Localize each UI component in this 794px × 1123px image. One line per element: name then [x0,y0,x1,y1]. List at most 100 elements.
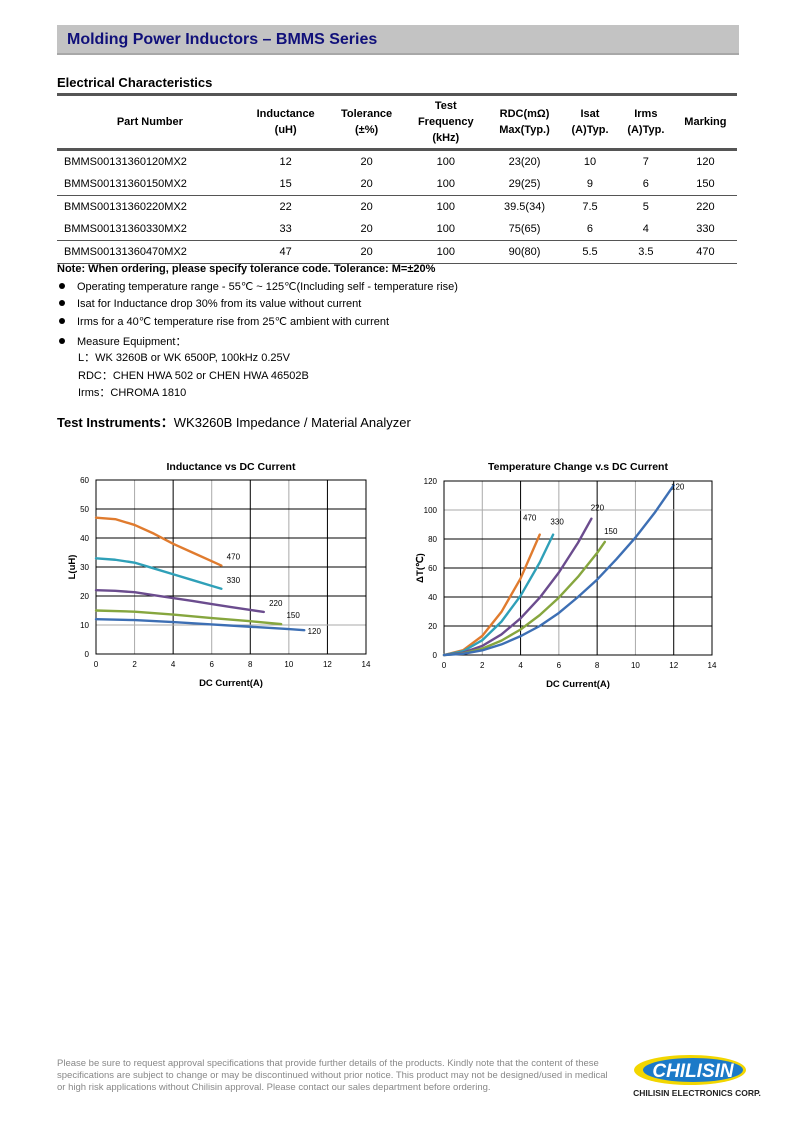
series-line-120 [94,617,306,632]
column-header: Inductance (uH) [242,93,329,151]
table-cell: 100 [404,218,487,241]
y-tick-label: 0 [85,650,90,659]
column-header: Isat (A)Typ. [562,93,618,151]
x-tick-label: 4 [171,660,176,669]
y-tick-label: 60 [428,564,437,573]
table-row: BMMS00131360220MX2 22 20 100 39.5(34) 7.5 5 220 [57,196,737,219]
column-header-line: Part Number [116,116,183,128]
table-cell: 9 [562,173,618,196]
electrical-characteristics-table: Part Number Inductance (uH) Tolerance (±%) Te… [57,93,737,264]
y-tick-label: 10 [80,621,89,630]
column-header: Irms (A)Typ. [617,93,674,151]
table-cell: BMMS00131360120MX2 [64,156,187,168]
table-cell: 3.5 [617,240,674,264]
table-header-row: Part Number Inductance (uH) Tolerance (±%) Te… [57,93,737,151]
equipment-item: L：WK 3260B or WK 6500P, 100kHz 0.25V [78,352,290,364]
y-tick-label: 30 [80,563,89,572]
bullet-icon [59,337,65,344]
column-header: Marking [673,93,737,151]
bullet-icon [59,299,65,306]
table-cell: BMMS00131360150MX2 [57,173,243,196]
column-header-line: Marking [684,116,727,128]
column-header-line: Max(Typ.) [499,124,550,136]
table-cell: 330 [673,218,737,241]
x-tick-label: 0 [442,661,447,670]
table-cell: 5.5 [562,240,618,264]
page-title: Molding Power Inductors – BMMS Series [67,31,378,48]
y-tick-label: 20 [428,622,437,631]
bullet-text: Operating temperature range - 55℃ ~ 125℃… [77,281,458,293]
table-cell: 5 [642,201,649,213]
series-line-220 [94,588,265,614]
x-tick-label: 8 [248,660,253,669]
table-cell: 120 [696,156,715,168]
x-tick-label: 14 [708,661,717,670]
series-label: 220 [591,504,605,513]
y-tick-label: 40 [80,534,89,543]
series-line-470 [94,516,223,567]
table-cell: 4 [617,218,674,241]
column-header-line: (±%) [355,124,379,136]
bullet-item: Irms for a 40℃ temperature rise from 25℃… [57,315,389,328]
table-cell: 20 [328,240,405,264]
series-label: 330 [227,576,241,585]
column-header-line: (kHz) [432,132,460,144]
footer-disclaimer: Please be sure to request approval speci… [57,1058,608,1093]
y-tick-label: 0 [433,651,438,660]
table-cell: 20 [360,201,373,213]
column-header-line: Tolerance [341,108,393,120]
bullet-text: Isat for Inductance drop 30% from its va… [77,297,362,310]
table-row: BMMS00131360150MX2 15 20 100 29(25) 9 6 150 [57,173,737,196]
column-header-line: Frequency [417,116,474,128]
ordering-note: Note: When ordering, please specify tole… [57,263,436,275]
table-cell: 7 [642,156,649,168]
table-cell: 220 [696,201,715,213]
x-tick-label: 12 [669,661,678,670]
column-header-line: (A)Typ. [627,124,665,136]
series-line-150 [94,609,283,626]
y-tick-label: 50 [80,505,89,514]
x-tick-label: 2 [480,661,485,670]
x-tick-label: 0 [94,660,99,669]
x-axis-label: DC Current(A) [546,679,610,690]
x-tick-label: 2 [132,660,137,669]
table-cell: BMMS00131360330MX2 [57,218,243,241]
table-cell: 39.5(34) [504,201,545,213]
column-header-line: Test [434,100,457,112]
table-cell: 100 [404,240,487,264]
series-label: 150 [286,611,300,620]
header-bar: Molding Power Inductors – BMMS Series [57,25,739,55]
series-line-120 [442,484,675,657]
series-line-150 [442,540,607,657]
table-cell: 6 [617,173,674,196]
column-header: Part Number [57,93,243,151]
bullet-text: Irms for a 40℃ temperature rise from 25℃… [77,316,390,328]
table-cell: 22 [279,201,292,213]
section-title: Electrical Characteristics [57,75,213,90]
series-label: 330 [550,518,564,527]
column-header-line: (A)Typ. [571,124,609,136]
series-line-330 [94,557,223,590]
y-axis-label: ΔT(℃) [415,553,426,583]
x-tick-label: 14 [362,660,371,669]
equipment-item: Irms：CHROMA 1810 [78,387,187,399]
series-line-470 [442,533,541,657]
table-cell: 15 [242,173,329,196]
series-line-220 [442,517,593,657]
plot-area [95,479,367,655]
svg-text:CHILISIN: CHILISIN [652,1061,735,1082]
column-header: RDC(mΩ) Max(Typ.) [486,93,563,151]
chilisin-logo: CHILISIN CHILISIN ELECTRONICS CORP. [633,1055,761,1098]
table-cell: 20 [360,156,373,168]
series-label: 150 [604,527,618,536]
table-row: BMMS00131360470MX2 47 20 100 90(80) 5.5 3.5 470 [57,240,737,264]
y-tick-label: 40 [428,593,437,602]
chart-title: Temperature Change v.s DC Current [488,461,668,473]
x-tick-label: 8 [595,661,600,670]
table-cell: 100 [436,201,455,213]
table-cell: 150 [673,173,737,196]
y-tick-label: 120 [424,477,438,486]
x-tick-label: 6 [557,661,562,670]
table-cell: 75(65) [486,218,563,241]
